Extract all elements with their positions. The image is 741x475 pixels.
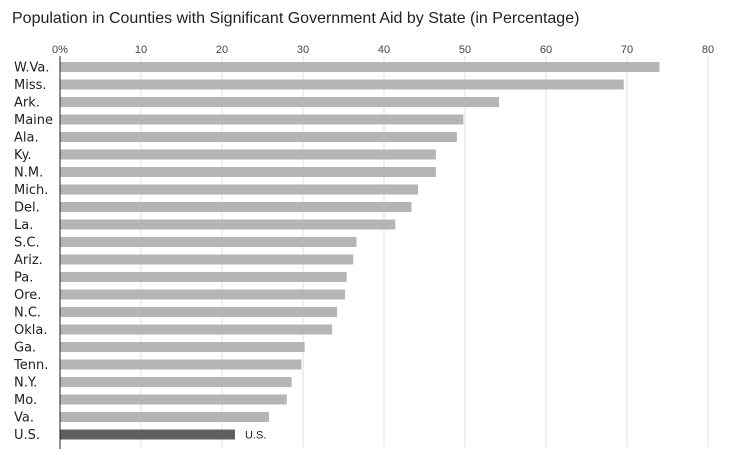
category-label: W.Va. xyxy=(14,61,49,76)
x-tick-label: 10 xyxy=(135,44,147,56)
bar xyxy=(60,412,269,422)
bar xyxy=(60,132,457,142)
bar xyxy=(60,377,292,387)
category-label: Mo. xyxy=(14,393,37,408)
bar xyxy=(60,307,338,317)
bar xyxy=(60,359,302,370)
bar-data-label: U.S. xyxy=(245,430,266,442)
category-label: Miss. xyxy=(14,78,47,93)
bar xyxy=(60,394,287,405)
bar xyxy=(60,62,660,72)
category-label: Ariz. xyxy=(14,253,43,268)
bar xyxy=(60,184,419,195)
bar xyxy=(60,342,305,352)
category-label: Ky. xyxy=(14,148,32,163)
category-label: Maine xyxy=(14,113,53,128)
bar xyxy=(60,97,500,107)
bar xyxy=(60,429,235,440)
bar xyxy=(60,272,347,282)
x-tick-label: 40 xyxy=(378,44,390,56)
chart-title: Population in Counties with Significant … xyxy=(12,10,580,27)
x-tick-label: 70 xyxy=(621,44,633,56)
category-label: Okla. xyxy=(14,323,47,338)
category-label: Ga. xyxy=(14,341,36,356)
x-tick-label: 20 xyxy=(216,44,228,56)
category-label: Tenn. xyxy=(13,358,48,373)
category-label: N.Y. xyxy=(14,376,37,391)
x-tick-label: 80 xyxy=(702,44,714,56)
bar xyxy=(60,167,436,177)
bar xyxy=(60,237,357,247)
category-label: Va. xyxy=(14,411,34,426)
bar xyxy=(60,219,396,230)
category-label: Ala. xyxy=(14,131,39,146)
x-tick-label: 0% xyxy=(52,44,68,56)
bar xyxy=(60,254,354,265)
bar xyxy=(60,324,333,335)
x-tick-label: 60 xyxy=(540,44,552,56)
category-label: N.M. xyxy=(14,166,43,181)
bar xyxy=(60,114,464,125)
category-label: Pa. xyxy=(14,271,33,286)
category-label: U.S. xyxy=(14,428,40,443)
category-label: Ark. xyxy=(14,96,40,111)
x-tick-label: 50 xyxy=(459,44,471,56)
x-tick-label: 30 xyxy=(297,44,309,56)
bar xyxy=(60,149,436,160)
category-label: Del. xyxy=(14,201,40,216)
category-label: La. xyxy=(14,218,33,233)
bar xyxy=(60,289,346,300)
category-label: S.C. xyxy=(14,236,40,251)
category-label: Ore. xyxy=(14,288,41,303)
bar xyxy=(60,79,624,90)
bar xyxy=(60,202,412,212)
category-label: Mich. xyxy=(14,183,48,198)
category-label: N.C. xyxy=(14,306,41,321)
